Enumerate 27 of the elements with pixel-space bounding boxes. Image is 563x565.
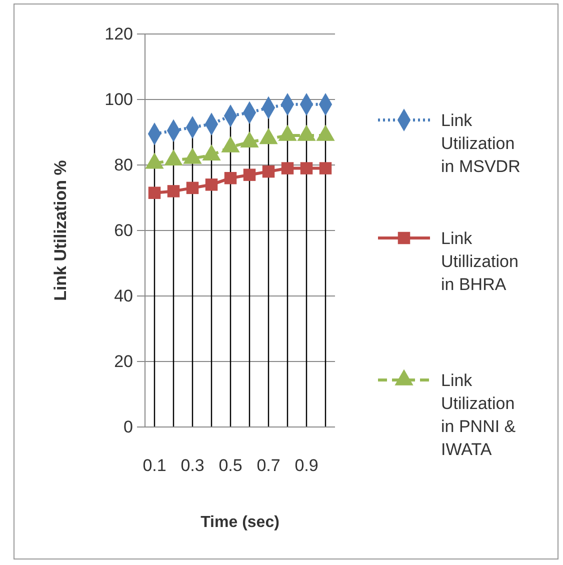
legend-label: Link Utillization in BHRA bbox=[441, 229, 518, 294]
point bbox=[205, 178, 218, 191]
point bbox=[224, 172, 237, 184]
point bbox=[243, 168, 256, 181]
x-tick-label: 0.7 bbox=[256, 456, 280, 476]
legend-label: Link Utilization in MSVDR bbox=[441, 111, 520, 176]
point bbox=[167, 185, 180, 198]
x-tick-label: 0.5 bbox=[218, 456, 242, 476]
y-tick-label: 120 bbox=[104, 24, 133, 44]
point bbox=[319, 162, 332, 174]
x-tick-label: 0.1 bbox=[142, 456, 166, 476]
point bbox=[186, 182, 199, 194]
y-tick-label: 20 bbox=[114, 352, 133, 371]
y-axis-title: Link Utilization % bbox=[51, 160, 70, 301]
y-tick-label: 80 bbox=[114, 155, 133, 174]
point bbox=[281, 162, 294, 174]
y-tick-label: 0 bbox=[124, 417, 133, 436]
y-tick-label: 60 bbox=[114, 220, 133, 240]
y-tick-label: 40 bbox=[114, 286, 133, 306]
x-tick-label: 0.3 bbox=[180, 456, 204, 476]
point bbox=[148, 186, 161, 199]
point bbox=[300, 162, 313, 174]
x-axis-title: Time (sec) bbox=[200, 514, 280, 531]
x-tick-label: 0.9 bbox=[294, 456, 318, 476]
y-tick-label: 100 bbox=[104, 90, 133, 109]
legend-label: Link Utilization in PNNI & IWATA bbox=[441, 371, 516, 459]
point bbox=[262, 165, 275, 178]
